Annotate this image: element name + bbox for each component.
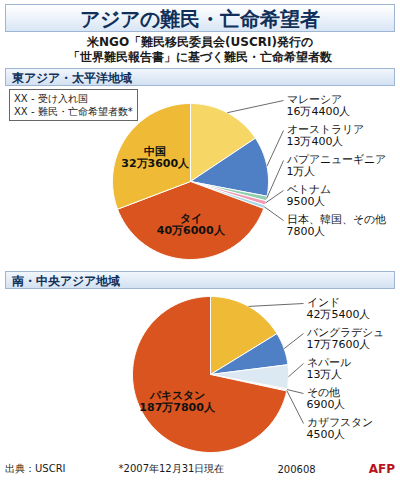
html-text:「世界難民報告書」に基づく難民・亡命希望者数: 「世界難民報告書」に基づく難民・亡命希望者数 [68, 50, 332, 64]
svg-text:ベトナム9500人: ベトナム9500人 [287, 183, 331, 208]
svg-text:その他6900人: その他6900人 [307, 386, 346, 411]
html-text:東アジア・太平洋地域: 東アジア・太平洋地域 [12, 71, 132, 85]
html-text:*2007年12月31日現在: *2007年12月31日現在 [118, 463, 225, 474]
svg-text:タイ40万6000人: タイ40万6000人 [157, 212, 226, 237]
svg-text:日本、韓国、その他7800人: 日本、韓国、その他7800人 [287, 213, 386, 238]
html-text:南・中央アジア地域: 南・中央アジア地域 [12, 274, 120, 288]
html-text:XX - 難民・亡命希望者数*: XX - 難民・亡命希望者数* [14, 106, 133, 117]
svg-text:ネパール13万人: ネパール13万人 [307, 356, 351, 381]
svg-text:中国32万3600人: 中国32万3600人 [121, 145, 190, 170]
html-text:200608: 200608 [277, 463, 316, 475]
svg-text:バングラデシュ17万7600人: バングラデシュ17万7600人 [306, 326, 384, 351]
svg-text:パキスタン187万7800人: パキスタン187万7800人 [139, 389, 216, 414]
svg-text:カザフスタン4500人: カザフスタン4500人 [307, 416, 373, 441]
svg-text:オーストラリア13万400人: オーストラリア13万400人 [287, 123, 364, 148]
html-text:アジアの難民・亡命希望者: アジアの難民・亡命希望者 [80, 7, 320, 31]
html-text:出典：USCRI: 出典：USCRI [5, 463, 66, 474]
svg-text:マレーシア16万4400人: マレーシア16万4400人 [287, 93, 351, 118]
svg-text:パプアニューギニア1万人: パプアニューギニア1万人 [286, 153, 386, 178]
html-text:米NGO「難民移民委員会(USCRI)発行の: 米NGO「難民移民委員会(USCRI)発行の [87, 35, 313, 49]
html-text:XX - 受け入れ国: XX - 受け入れ国 [14, 93, 88, 104]
html-text:AFP: AFP [368, 462, 395, 476]
svg-text:インド42万5400人: インド42万5400人 [307, 296, 371, 321]
